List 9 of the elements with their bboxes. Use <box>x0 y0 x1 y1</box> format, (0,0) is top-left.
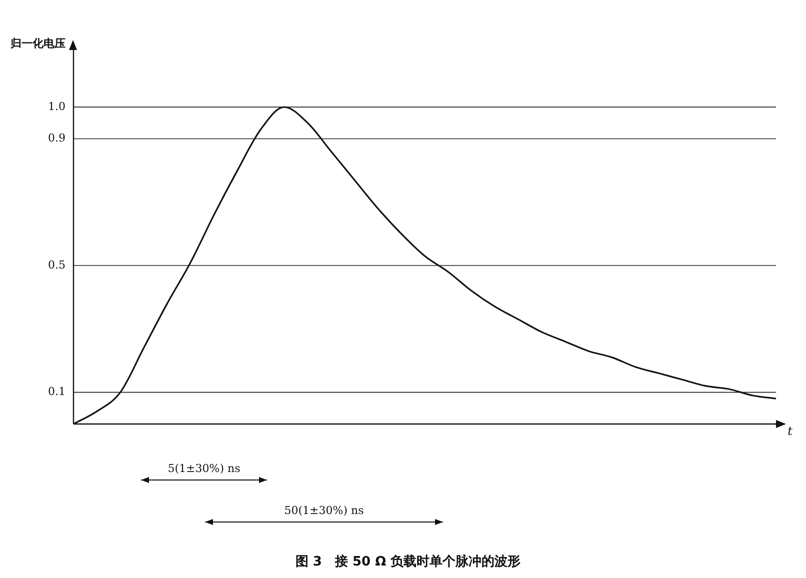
y-axis-title: 归一化电压 <box>9 36 66 50</box>
text: 图 3 接 50 Ω 负载时单个脉冲的波形 <box>295 554 521 570</box>
x-axis-title: t <box>788 424 793 438</box>
y-tick-label: 0.5 <box>48 258 66 272</box>
text: 50(1±30%) ns <box>283 504 365 517</box>
text: 5(1±30%) ns <box>166 462 242 475</box>
y-tick-label: 1.0 <box>48 100 66 113</box>
y-tick-label: 0.9 <box>48 132 66 145</box>
y-tick-label: 0.1 <box>48 385 66 398</box>
